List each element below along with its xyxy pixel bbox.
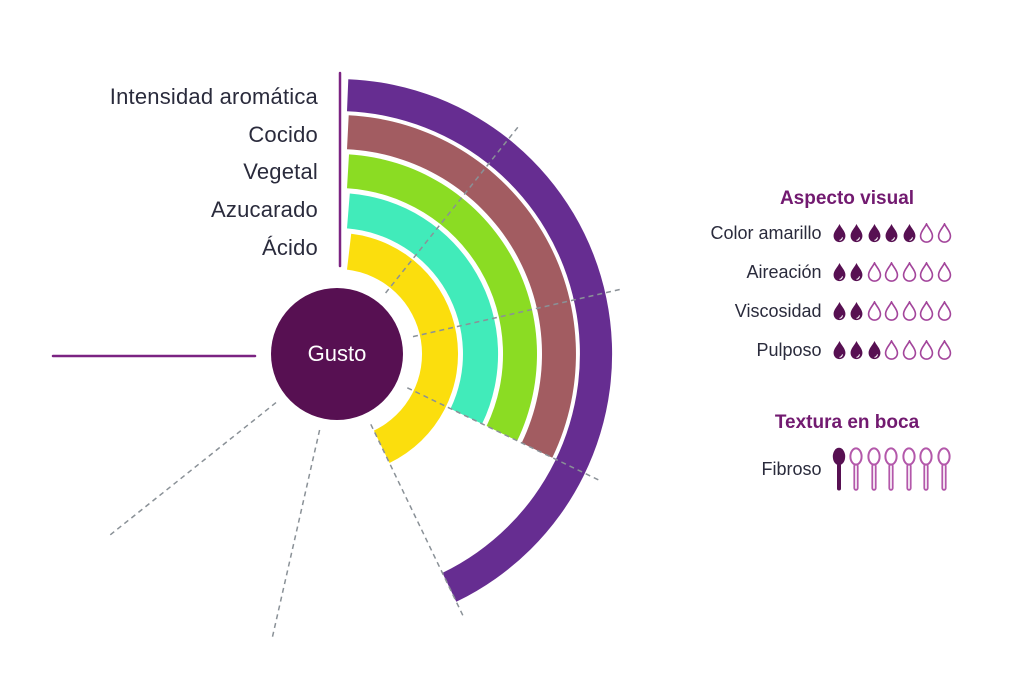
ring-label-acido: Ácido	[261, 234, 318, 260]
drop-icon-empty	[902, 262, 916, 282]
arc-ring-azucarado	[347, 193, 499, 424]
arc-ring-vegetal	[347, 154, 537, 441]
legend-row-viscosidad: Viscosidad	[700, 300, 954, 322]
legend-panel: Aspecto visual Color amarillo Aireación Vis…	[700, 186, 954, 491]
legend-row-label: Pulposo	[756, 339, 822, 360]
drop-icon-empty	[884, 340, 899, 360]
spoon-icon-empty	[866, 447, 881, 491]
legend-row-label: Color amarillo	[710, 222, 822, 243]
drop-icon-filled	[850, 223, 863, 243]
ring-label-cocido: Cocido	[248, 121, 318, 147]
drop-icon-empty	[902, 340, 916, 360]
rating-icons-1-of-7	[832, 447, 955, 491]
spoon-icon-empty	[849, 447, 863, 491]
drop-icon-empty	[884, 262, 899, 282]
arc-rings	[347, 79, 613, 602]
drop-icon-filled	[885, 223, 898, 243]
drop-icon-empty	[919, 301, 934, 321]
drop-icon-filled	[833, 262, 845, 282]
ring-label-intensidad-aromatica: Intensidad aromática	[109, 84, 318, 109]
legend-section-title-aspecto-visual: Aspecto visual	[779, 188, 915, 209]
arc-ring-intensidad-aromatica	[347, 79, 613, 602]
rating-icons-3-of-7	[832, 340, 955, 360]
legend-rows-textura-en-boca: Fibroso	[700, 447, 954, 491]
legend-row-label: Fibroso	[761, 458, 822, 479]
drop-icon-filled	[868, 223, 880, 243]
center-label: Gusto	[308, 341, 367, 366]
drop-icon-filled	[903, 223, 915, 243]
arc-ring-acido	[347, 233, 459, 463]
drop-icon-empty	[919, 223, 934, 243]
tick-line-6	[109, 402, 277, 536]
drop-icon-filled	[833, 301, 845, 321]
legend-row-fibroso: Fibroso	[700, 447, 954, 491]
rating-icons-2-of-7	[832, 301, 955, 321]
drop-icon-filled	[833, 223, 845, 243]
tick-line-5	[271, 429, 321, 637]
spoon-icon-empty	[936, 447, 951, 491]
drop-icon-empty	[867, 262, 881, 282]
drop-icon-empty	[919, 340, 934, 360]
legend-row-pulposo: Pulposo	[700, 339, 954, 361]
drop-icon-empty	[937, 340, 951, 360]
ring-labels: Intensidad aromática Cocido Vegetal Azucara…	[40, 0, 318, 300]
drop-icon-filled	[868, 340, 880, 360]
spoon-icon-empty	[901, 447, 916, 491]
legend-row-color-amarillo: Color amarillo	[700, 222, 954, 244]
rating-icons-5-of-7	[832, 223, 955, 243]
spoon-icon-empty	[919, 447, 933, 491]
drop-icon-empty	[937, 262, 951, 282]
spoon-icon-filled	[832, 447, 845, 491]
legend-rows-aspecto-visual: Color amarillo Aireación Viscosidad Pulposo	[700, 222, 954, 361]
ring-label-azucarado: Azucarado	[211, 197, 318, 223]
drop-icon-empty	[867, 301, 881, 321]
arc-ring-cocido	[347, 115, 576, 458]
spoon-icon-empty	[884, 447, 898, 491]
drop-icon-filled	[850, 262, 863, 282]
center-circle	[271, 288, 403, 420]
drop-icon-filled	[850, 340, 863, 360]
drop-icon-filled	[850, 301, 863, 321]
rating-icons-2-of-7	[832, 262, 955, 282]
drop-icon-empty	[902, 301, 916, 321]
legend-row-label: Aireación	[746, 261, 822, 282]
drop-icon-empty	[919, 262, 934, 282]
drop-icon-empty	[937, 301, 951, 321]
ring-label-vegetal: Vegetal	[243, 159, 318, 185]
tick-line-4	[370, 423, 464, 616]
drop-icon-empty	[884, 301, 899, 321]
legend-row-label: Viscosidad	[734, 300, 822, 321]
drop-icon-filled	[833, 340, 845, 360]
legend-section-title-textura-en-boca: Textura en boca	[774, 412, 920, 433]
legend-row-aireacion: Aireación	[700, 261, 954, 283]
drop-icon-empty	[937, 223, 951, 243]
